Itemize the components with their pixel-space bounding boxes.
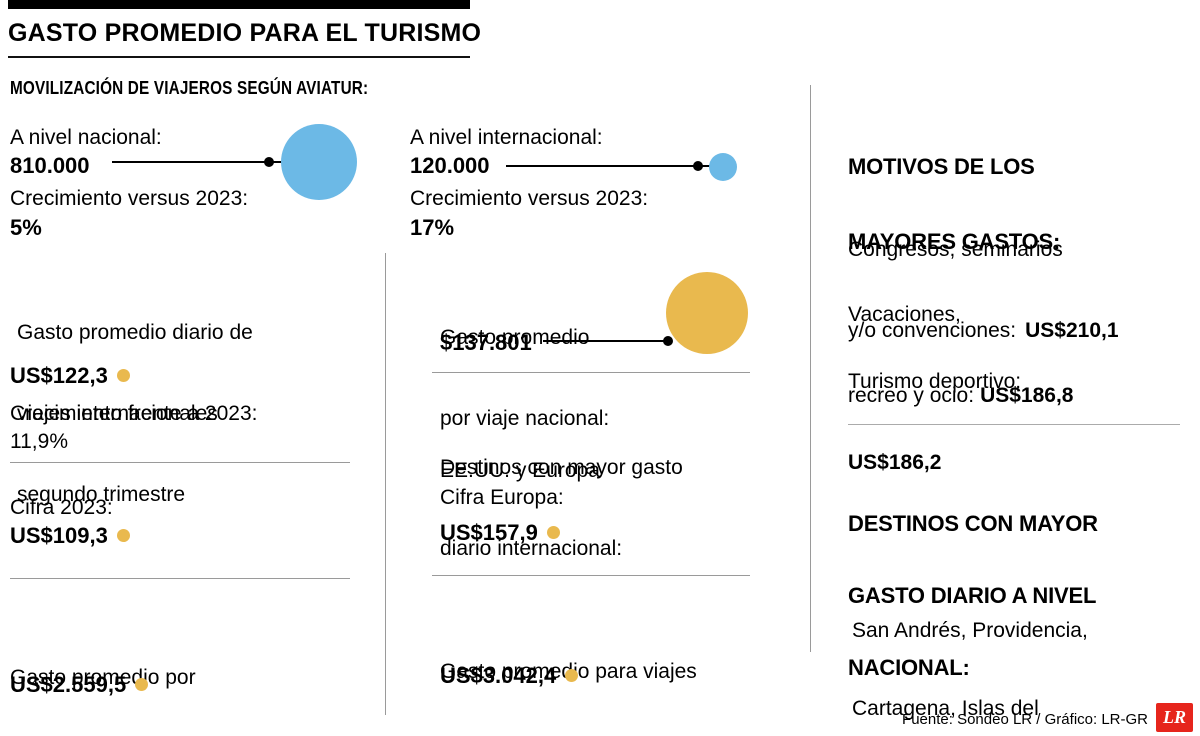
intl-destinations-europe-label: Cifra Europa: (440, 486, 564, 509)
destinos-line: San Andrés, Providencia, (852, 619, 1088, 642)
national-trip-connector-dot (663, 336, 673, 346)
daily-intl-growth-label: Crecimiento frente a 2023: (10, 402, 258, 425)
bullet-dot-icon (135, 678, 149, 691)
column2-divider (432, 575, 750, 576)
column1-divider (10, 578, 350, 579)
heading-line: DESTINOS CON MAYOR (848, 511, 1098, 536)
motivo-value: US$210,1 (1025, 319, 1119, 342)
bullet-dot-icon (546, 526, 560, 539)
page-title: GASTO PROMEDIO PARA EL TURISMO (8, 19, 482, 47)
bullet-dot-icon (565, 669, 579, 682)
motivo-item-congresos: Congresos, seminarios y/o convenciones: U… (848, 182, 1119, 398)
intl-trip-spend-value: US$2.559,5 (10, 672, 127, 697)
international-travelers-label: A nivel internacional: (410, 126, 603, 149)
label-line: por viaje nacional: (440, 407, 610, 430)
middle-vertical-divider (385, 253, 386, 715)
cifra-2023-label: Cifra 2023: (10, 496, 113, 519)
cifra-2023-value-row: US$109,3 (10, 522, 130, 549)
intl-destinations-value: US$157,9 (440, 520, 538, 545)
motivo-item-vacaciones: Vacaciones, recreo y ocio: US$186,8 (848, 247, 1073, 463)
column3-divider (848, 424, 1180, 425)
national-growth-value: 5% (10, 215, 42, 240)
heading-line: MAYORES GASTOS: (848, 229, 1061, 254)
national-trip-spend-value: $137.801 (440, 330, 532, 355)
cifra-2023-value: US$109,3 (10, 523, 108, 548)
heading-line: NACIONAL: (848, 655, 970, 680)
destinos-heading: DESTINOS CON MAYOR GASTO DIARIO A NIVEL … (848, 464, 1098, 728)
source-credit: Fuente: Sondeo LR / Gráfico: LR-GR (902, 711, 1148, 728)
label-line: diario internacional: (440, 537, 623, 560)
intl-destinations-regions: EE.UU. y Europa (440, 459, 600, 482)
label-line: segundo trimestre (17, 483, 186, 506)
motivo-item-deportivo: Turismo deportivo: US$186,2 (848, 314, 1021, 530)
vacation-trip-spend-value: US$3.042,4 (440, 663, 557, 688)
international-connector-dot (693, 161, 703, 171)
international-growth-value: 17% (410, 215, 455, 240)
international-growth-label: Crecimiento versus 2023: (410, 187, 649, 210)
bullet-dot-icon (116, 369, 130, 382)
heading-line: GASTO DIARIO A NIVEL (848, 583, 1097, 608)
intl-trip-spend-value-row: US$2.559,5 (10, 671, 149, 698)
motivo-label-line: Vacaciones, (848, 303, 961, 326)
daily-intl-spend-value: US$122,3 (10, 363, 108, 388)
daily-intl-spend-value-row: US$122,3 (10, 362, 130, 389)
lr-logo: LR (1156, 703, 1193, 732)
label-line: Destinos con mayor gasto (440, 456, 683, 479)
national-connector-dot (264, 157, 274, 167)
motivo-label-line: Congresos, seminarios (848, 238, 1063, 261)
motivo-label-line: recreo y ocio: US$186,8 (848, 382, 1073, 409)
motivo-label-line: y/o convenciones: US$210,1 (848, 317, 1119, 344)
daily-intl-growth-value: 11,9% (10, 430, 68, 453)
label-line: Gasto promedio (440, 326, 590, 349)
intl-destinations-label: Destinos con mayor gasto diario internac… (440, 400, 683, 616)
international-travelers-value: 120.000 (410, 153, 490, 178)
national-travelers-value: 810.000 (10, 153, 90, 178)
vacation-trip-spend-value-row: US$3.042,4 (440, 662, 579, 689)
column2-divider (432, 372, 750, 373)
label-line: Gasto promedio diario de (17, 321, 253, 344)
heading-line: MOTIVOS DE LOS (848, 154, 1035, 179)
column1-divider (10, 462, 350, 463)
international-travelers-bubble (709, 153, 737, 181)
intl-destinations-value-row: US$157,9 (440, 519, 560, 546)
destinos-nacional-list: San Andrés, Providencia, Cartagena, Isla… (852, 566, 1088, 736)
national-trip-connector-line (543, 340, 671, 342)
destinos-line: Cartagena, Islas del (852, 697, 1039, 720)
label-line: viajes internacionales (17, 402, 218, 425)
top-accent-bar (8, 0, 470, 9)
motivo-value: US$186,8 (980, 384, 1074, 407)
motivo-label-line: Turismo deportivo: (848, 370, 1022, 393)
national-travelers-bubble (281, 124, 357, 200)
right-vertical-divider (810, 85, 811, 652)
section-subtitle: MOVILIZACIÓN DE VIAJEROS SEGÚN AVIATUR: (10, 78, 369, 98)
national-trip-spend-label: Gasto promedio por viaje nacional: (440, 270, 609, 486)
international-connector-line (506, 165, 712, 167)
title-divider (8, 56, 470, 58)
national-growth-label: Crecimiento versus 2023: (10, 187, 249, 210)
motivo-label: y/o convenciones: (848, 319, 1017, 342)
daily-intl-spend-label: Gasto promedio diario de viajes internac… (17, 265, 253, 562)
national-connector-line (112, 161, 282, 163)
national-travelers-label: A nivel nacional: (10, 126, 162, 149)
motivo-value: US$186,2 (848, 451, 942, 474)
bullet-dot-icon (116, 529, 130, 542)
motivos-heading: MOTIVOS DE LOS MAYORES GASTOS: (848, 104, 1060, 304)
national-trip-bubble (666, 272, 748, 354)
motivo-label: recreo y ocio: (848, 384, 975, 407)
